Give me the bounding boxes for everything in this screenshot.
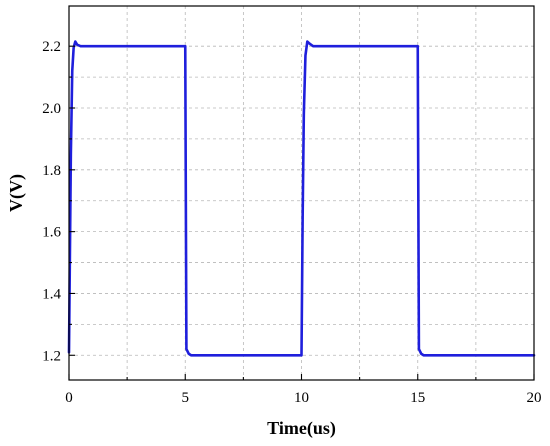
- y-tick-label: 1.4: [42, 286, 61, 302]
- series-line: [67, 40, 536, 357]
- x-tick-label: 0: [65, 390, 73, 406]
- label-layer: 0 5 10 15 20 1.2 1.4 1.6 1.8 2.0 2.2: [42, 39, 541, 406]
- y-tick-label: 2.2: [42, 39, 61, 55]
- x-tick-label: 15: [410, 390, 425, 406]
- x-axis-title: Time(us): [267, 418, 336, 439]
- x-tick-label: 10: [294, 390, 309, 406]
- y-tick-label: 1.8: [42, 163, 61, 179]
- y-tick-label: 1.6: [42, 225, 61, 241]
- tick-layer: [68, 45, 535, 380]
- x-tick-label: 20: [527, 390, 542, 406]
- x-tick-label: 5: [182, 390, 190, 406]
- y-axis-title: V(V): [6, 174, 27, 212]
- series-layer: [67, 40, 536, 357]
- y-tick-label: 2.0: [42, 101, 61, 117]
- y-tick-label: 1.2: [42, 348, 61, 364]
